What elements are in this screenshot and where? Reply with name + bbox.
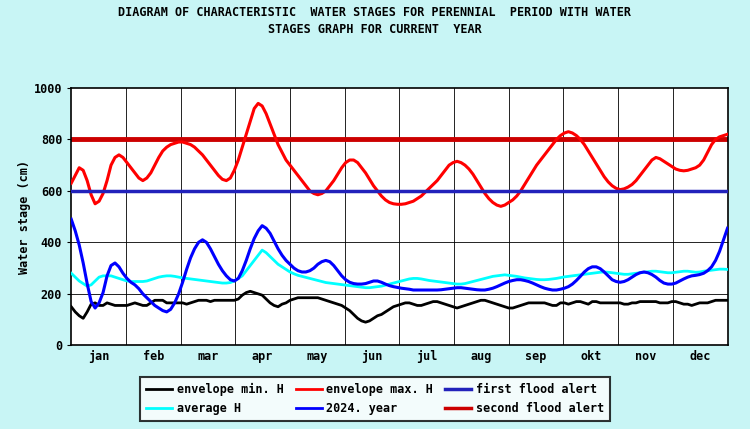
Text: DIAGRAM OF CHARACTERISTIC  WATER STAGES FOR PERENNIAL  PERIOD WITH WATER
STAGES : DIAGRAM OF CHARACTERISTIC WATER STAGES F… — [118, 6, 632, 36]
Legend: envelope min. H, average H, envelope max. H, 2024. year, first flood alert, seco: envelope min. H, average H, envelope max… — [140, 377, 610, 421]
Y-axis label: Water stage (cm): Water stage (cm) — [18, 160, 31, 274]
